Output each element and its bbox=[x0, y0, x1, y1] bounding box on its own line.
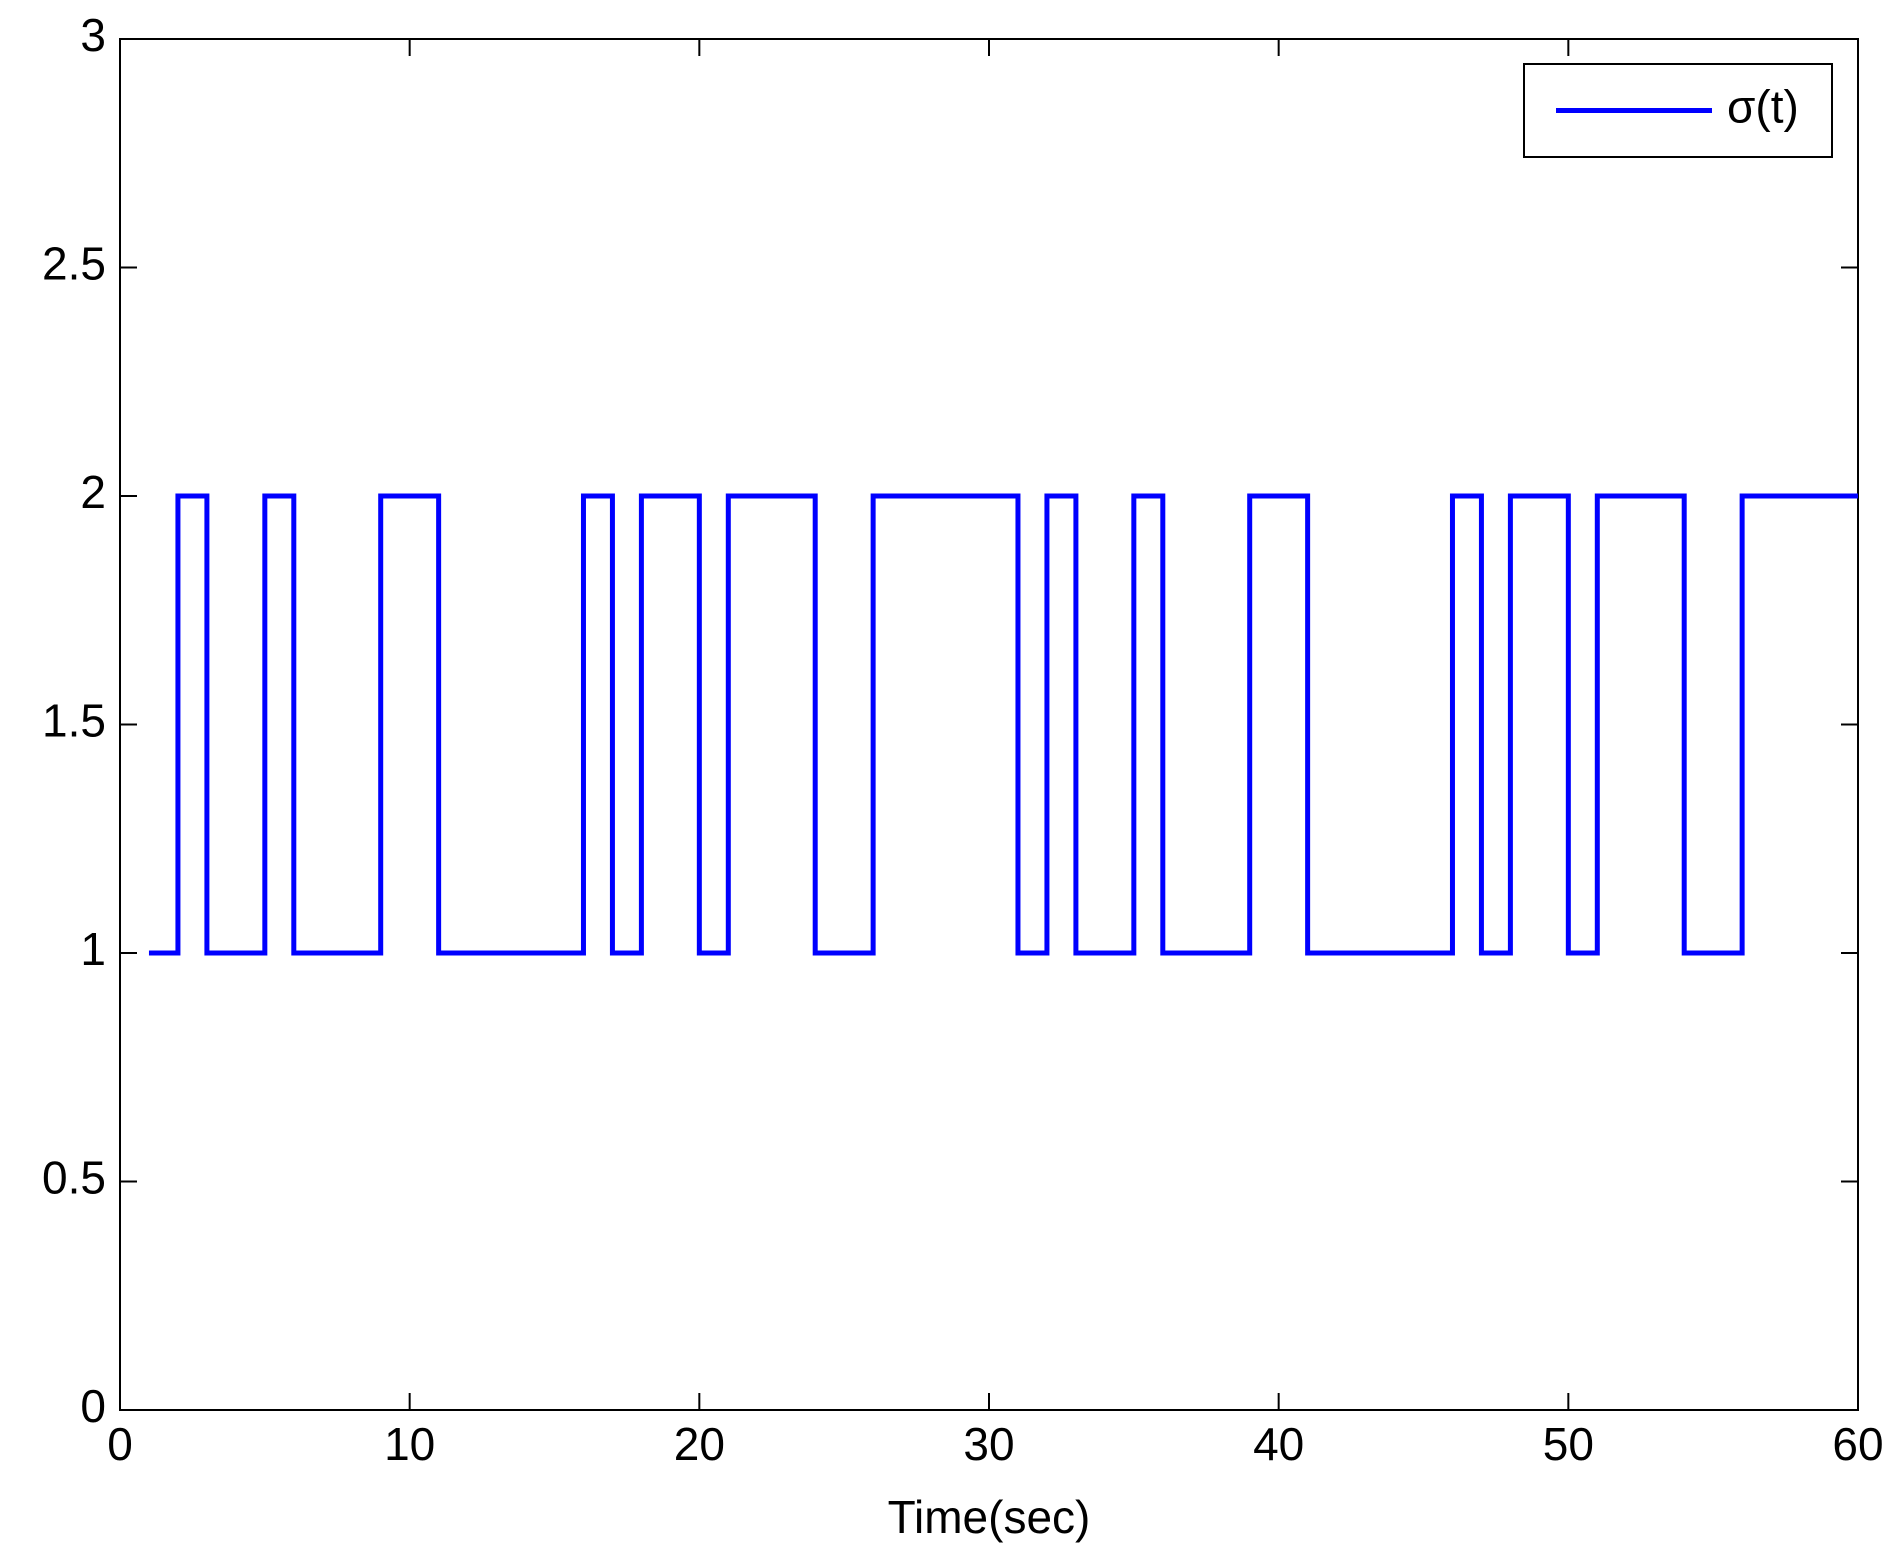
y-tick-label: 1 bbox=[80, 923, 106, 975]
x-tick-label: 40 bbox=[1253, 1418, 1304, 1470]
y-tick-label: 0 bbox=[80, 1380, 106, 1432]
x-tick-label: 50 bbox=[1543, 1418, 1594, 1470]
x-tick-label: 60 bbox=[1832, 1418, 1883, 1470]
legend-label: σ(t) bbox=[1727, 81, 1799, 133]
x-tick-label: 20 bbox=[674, 1418, 725, 1470]
x-axis-label: Time(sec) bbox=[888, 1491, 1091, 1543]
data-line bbox=[148, 493, 1858, 956]
y-tick-label: 0.5 bbox=[42, 1152, 106, 1204]
y-tick-label: 2.5 bbox=[42, 238, 106, 290]
y-tick-label: 2 bbox=[80, 466, 106, 518]
x-tick-label: 0 bbox=[107, 1418, 133, 1470]
y-tick-label: 3 bbox=[80, 9, 106, 61]
y-tick-label: 1.5 bbox=[42, 695, 106, 747]
x-tick-label: 10 bbox=[384, 1418, 435, 1470]
x-tick-label: 30 bbox=[963, 1418, 1014, 1470]
